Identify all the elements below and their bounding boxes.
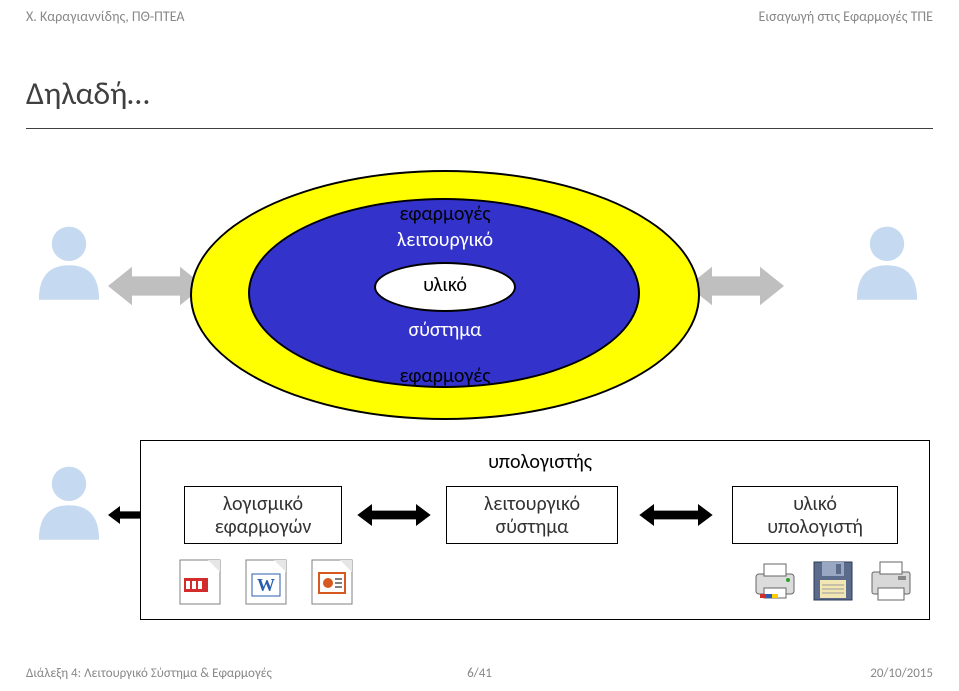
box-line1: λειτουργικό bbox=[484, 492, 580, 516]
slide-page: Χ. Καραγιαννίδης, ΠΘ-ΠΤΕΑ Εισαγωγή στις … bbox=[0, 0, 959, 691]
slide-title: Δηλαδή… bbox=[26, 74, 149, 113]
double-arrow-icon bbox=[688, 262, 784, 310]
box-line1: υλικό bbox=[793, 492, 837, 516]
word-file-icon: W bbox=[244, 558, 288, 606]
file-icons-row: W bbox=[178, 558, 354, 606]
label-os-bottom: σύστημα bbox=[380, 318, 510, 342]
title-underline bbox=[26, 128, 933, 129]
box-line2: υπολογιστή bbox=[767, 515, 863, 539]
pdf-file-icon bbox=[178, 558, 222, 606]
box-line1: λογισμικό bbox=[223, 492, 303, 516]
powerpoint-file-icon bbox=[310, 558, 354, 606]
footer-date: 20/10/2015 bbox=[870, 666, 933, 681]
double-arrow-icon bbox=[352, 504, 436, 526]
label-computer: υπολογιστής bbox=[460, 450, 620, 474]
floppy-disk-icon bbox=[810, 558, 856, 604]
label-applications-top: εφαρμογές bbox=[380, 202, 510, 226]
svg-text:W: W bbox=[257, 575, 275, 595]
laser-printer-icon bbox=[868, 558, 914, 604]
user-icon bbox=[26, 458, 112, 544]
box-hardware: υλικό υπολογιστή bbox=[732, 486, 898, 544]
footer-page-number: 6/41 bbox=[0, 666, 959, 681]
user-icon bbox=[26, 218, 112, 304]
header-course: Εισαγωγή στις Εφαρμογές ΤΠΕ bbox=[759, 8, 934, 25]
inkjet-printer-icon bbox=[752, 558, 798, 604]
double-arrow-icon bbox=[634, 504, 718, 526]
box-operating-system: λειτουργικό σύστημα bbox=[446, 486, 618, 544]
user-icon bbox=[844, 218, 930, 304]
label-applications-bottom: εφαρμογές bbox=[380, 364, 510, 388]
box-line2: εφαρμογών bbox=[215, 515, 312, 539]
header-author: Χ. Καραγιαννίδης, ΠΘ-ΠΤΕΑ bbox=[26, 8, 185, 25]
device-icons-row bbox=[752, 558, 914, 604]
box-application-software: λογισμικό εφαρμογών bbox=[184, 486, 342, 544]
label-os-top: λειτουργικό bbox=[380, 228, 510, 252]
label-hardware: υλικό bbox=[374, 273, 516, 297]
box-line2: σύστημα bbox=[495, 515, 568, 539]
